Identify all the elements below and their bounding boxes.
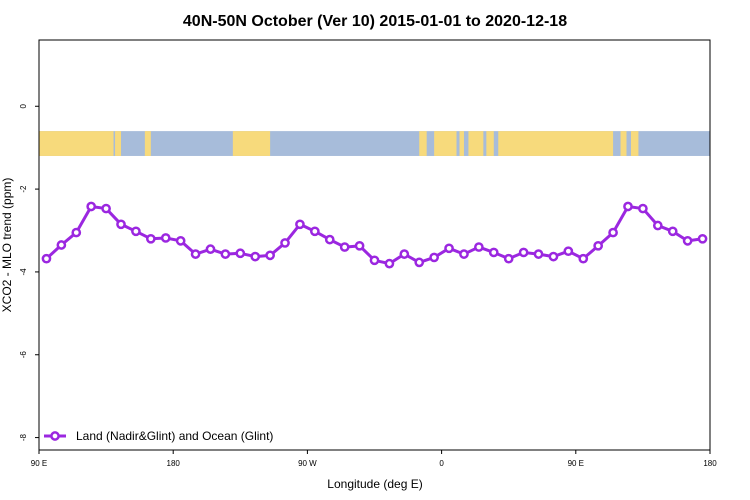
x-axis-label: Longitude (deg E) (327, 477, 422, 491)
x-tick-label: 90 W (298, 459, 317, 468)
data-point (190, 249, 201, 259)
data-point (369, 255, 380, 266)
data-point (280, 238, 290, 248)
y-tick-label: -4 (19, 268, 28, 276)
land-band-segment (39, 131, 114, 156)
data-point (518, 247, 529, 258)
data-point (131, 226, 141, 237)
land-band-segment (144, 131, 151, 156)
legend-marker (50, 431, 60, 441)
legend-label: Land (Nadir&Glint) and Ocean (Glint) (76, 429, 273, 443)
data-point (116, 219, 126, 230)
data-point (488, 247, 499, 258)
data-point (548, 251, 559, 262)
x-tick-label: 90 E (31, 459, 47, 468)
data-point (399, 249, 410, 259)
y-tick-label: -8 (19, 433, 28, 441)
data-point (295, 219, 305, 230)
background-map-band (39, 131, 710, 156)
data-point (578, 253, 589, 264)
data-point (697, 233, 708, 244)
data-point (160, 233, 171, 243)
data-point (384, 258, 395, 269)
data-point (623, 201, 633, 212)
land-band-segment (486, 131, 494, 156)
y-axis: 0 -2 -4 -6 -8 (19, 103, 39, 441)
land-band-segment (419, 131, 427, 156)
series-line (45, 204, 703, 266)
data-point (503, 253, 514, 264)
data-point (145, 233, 156, 244)
data-point (265, 250, 275, 261)
data-point (205, 244, 216, 254)
y-tick-label: -2 (19, 185, 28, 193)
land-band-segment (459, 131, 464, 156)
data-point (667, 226, 678, 237)
data-point (563, 246, 574, 257)
data-point (414, 257, 425, 268)
plot-frame (38, 39, 711, 451)
x-tick-label: 90 E (568, 459, 584, 468)
x-tick-label: 180 (703, 459, 717, 468)
legend: Land (Nadir&Glint) and Ocean (Glint) (44, 429, 273, 443)
land-band-segment (498, 131, 614, 156)
data-point (71, 227, 82, 238)
data-point (324, 234, 335, 245)
chart-title: 40N-50N October (Ver 10) 2015-01-01 to 2… (183, 13, 567, 30)
data-point (682, 236, 693, 246)
x-axis: 90 E 180 90 W 0 90 E 180 (31, 450, 717, 468)
land-band-segment (232, 131, 271, 156)
land-band-segment (468, 131, 484, 156)
data-point (41, 253, 52, 264)
x-tick-label: 0 (439, 459, 444, 468)
land-band-segment (115, 131, 122, 156)
y-tick-label: -6 (19, 351, 28, 359)
data-point (250, 251, 261, 262)
land-band-segment (434, 131, 457, 156)
land-band-segment (630, 131, 639, 156)
data-point (608, 227, 618, 238)
data-point (220, 249, 231, 259)
data-point (444, 243, 454, 254)
data-point (101, 203, 111, 214)
land-band-segment (620, 131, 627, 156)
data-point (339, 242, 350, 252)
y-axis-label: XCO2 - MLO trend (ppm) (0, 178, 14, 313)
data-point (429, 252, 439, 263)
data-point (175, 236, 186, 246)
data-point (638, 203, 648, 214)
data-point (593, 240, 604, 251)
data-point (533, 249, 544, 259)
data-point (459, 249, 469, 259)
y-tick-label: 0 (19, 103, 28, 108)
data-point (235, 248, 246, 259)
data-point (86, 201, 97, 212)
data-point (310, 226, 320, 237)
data-point (56, 240, 67, 250)
data-point (474, 242, 484, 252)
x-tick-label: 180 (167, 459, 181, 468)
data-point (652, 220, 663, 231)
data-point (354, 240, 365, 251)
series-layer (41, 201, 708, 269)
